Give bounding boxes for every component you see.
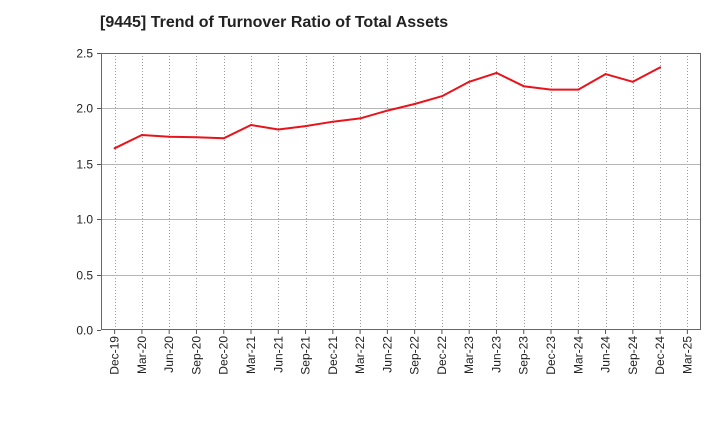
data-point bbox=[140, 134, 143, 136]
data-point bbox=[468, 80, 471, 83]
x-tick-label: Jun-24 bbox=[599, 336, 613, 373]
x-tick-label: Mar-24 bbox=[571, 336, 585, 374]
x-tick-label: Sep-23 bbox=[517, 336, 531, 375]
x-tick-label: Jun-20 bbox=[162, 336, 176, 373]
x-tick-label: Dec-19 bbox=[108, 336, 122, 375]
y-tick-label: 2.0 bbox=[76, 102, 93, 116]
x-tick-label: Mar-25 bbox=[680, 336, 694, 374]
x-tick-label: Mar-22 bbox=[353, 336, 367, 374]
y-tick-label: 2.5 bbox=[76, 47, 93, 61]
y-tick-label: 0.5 bbox=[76, 269, 93, 283]
data-point bbox=[550, 88, 552, 91]
data-point bbox=[168, 135, 171, 138]
data-point bbox=[522, 85, 525, 88]
x-tick-label: Jun-22 bbox=[380, 336, 394, 373]
y-tick-label: 1.0 bbox=[76, 213, 93, 227]
x-tick-label: Sep-22 bbox=[408, 336, 422, 375]
data-point bbox=[222, 137, 225, 140]
x-tick-label: Dec-24 bbox=[653, 336, 667, 375]
x-tick-label: Mar-21 bbox=[244, 336, 258, 374]
data-point bbox=[604, 73, 607, 76]
data-point bbox=[250, 124, 252, 126]
data-point bbox=[577, 88, 580, 91]
data-point bbox=[386, 109, 389, 112]
data-point bbox=[195, 136, 198, 139]
x-tick-label: Mar-23 bbox=[462, 336, 476, 374]
x-tick-label: Dec-21 bbox=[326, 336, 340, 375]
x-tick-label: Sep-24 bbox=[626, 336, 640, 375]
data-point bbox=[440, 95, 443, 98]
data-point bbox=[359, 117, 362, 120]
y-tick-label: 0.0 bbox=[76, 324, 93, 338]
plot-area-border bbox=[101, 53, 701, 330]
x-tick-label: Sep-21 bbox=[299, 336, 313, 375]
data-point bbox=[631, 80, 634, 83]
data-point bbox=[495, 71, 498, 74]
x-tick-label: Jun-23 bbox=[489, 336, 503, 373]
x-tick-label: Sep-20 bbox=[189, 336, 203, 375]
x-tick-label: Jun-21 bbox=[271, 336, 285, 373]
data-point bbox=[331, 120, 334, 123]
data-point bbox=[304, 125, 307, 128]
data-point bbox=[659, 66, 662, 69]
chart-title: [9445] Trend of Turnover Ratio of Total … bbox=[100, 14, 449, 31]
x-tick-label: Dec-20 bbox=[217, 336, 231, 375]
x-tick-label: Dec-22 bbox=[435, 336, 449, 375]
x-tick-label: Dec-23 bbox=[544, 336, 558, 375]
x-tick-label: Mar-20 bbox=[135, 336, 149, 374]
y-tick-label: 1.5 bbox=[76, 158, 93, 172]
data-point bbox=[413, 103, 416, 105]
data-point bbox=[113, 147, 116, 150]
data-point bbox=[277, 128, 280, 131]
